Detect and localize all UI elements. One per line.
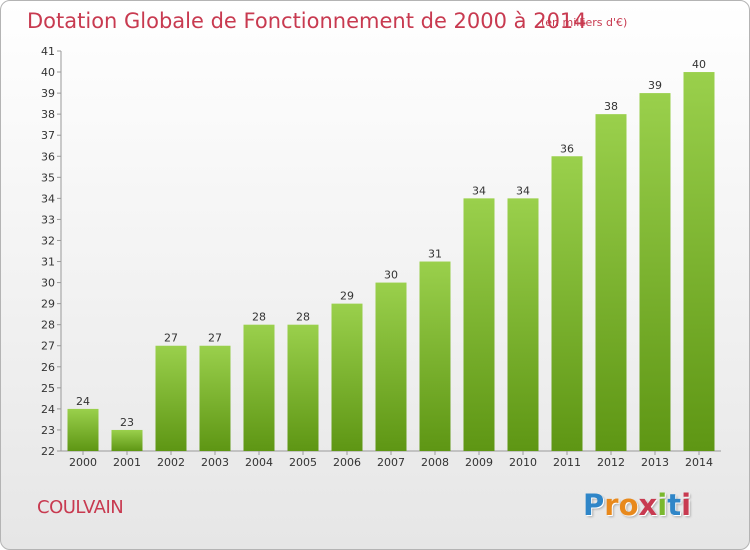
bar	[375, 282, 407, 451]
logo-letter: i	[657, 488, 668, 522]
x-tick-label: 2001	[113, 456, 141, 469]
x-axis: 2000 2001 2002 2003 2004 2005 2006 2007 2008 2009…	[61, 450, 721, 469]
data-label: 31	[428, 248, 442, 261]
data-label: 39	[648, 79, 662, 92]
data-label: 28	[296, 311, 310, 324]
x-tick-label: 2009	[465, 456, 493, 469]
x-tick-label: 2000	[69, 456, 97, 469]
y-tick-label: 40	[41, 66, 55, 79]
bar	[419, 261, 451, 451]
y-tick-label: 39	[41, 87, 55, 100]
bar	[67, 408, 99, 451]
x-tick-label: 2005	[289, 456, 317, 469]
bar	[111, 429, 143, 451]
data-label: 24	[76, 395, 90, 408]
x-tick-label: 2003	[201, 456, 229, 469]
logo-letter: x	[638, 488, 658, 522]
data-label: 38	[604, 100, 618, 113]
bar	[199, 345, 231, 451]
y-tick-label: 34	[41, 192, 55, 205]
data-label: 29	[340, 290, 354, 303]
logo-letter: r	[604, 488, 619, 522]
data-label: 34	[516, 184, 530, 197]
x-tick-label: 2014	[685, 456, 713, 469]
x-tick-label: 2013	[641, 456, 669, 469]
proxiti-logo[interactable]: Proxiti	[583, 488, 691, 522]
y-tick-label: 37	[41, 129, 55, 142]
x-tick-label: 2012	[597, 456, 625, 469]
logo-letter: t	[667, 488, 682, 522]
x-tick-label: 2004	[245, 456, 273, 469]
x-tick-label: 2006	[333, 456, 361, 469]
bar	[551, 156, 583, 451]
y-tick-label: 33	[41, 213, 55, 226]
bar	[463, 198, 495, 451]
y-tick-label: 24	[41, 403, 55, 416]
logo-letter: i	[681, 488, 692, 522]
data-label: 23	[120, 416, 134, 429]
x-tick-label: 2002	[157, 456, 185, 469]
chart-subtitle: (en milliers d'€)	[541, 16, 628, 29]
data-label: 40	[692, 58, 706, 71]
commune-name: COULVAIN	[37, 497, 124, 518]
bars	[67, 72, 715, 452]
y-tick-label: 36	[41, 150, 55, 163]
y-tick-label: 30	[41, 277, 55, 290]
bar	[287, 324, 319, 451]
y-tick-label: 32	[41, 234, 55, 247]
y-tick-label: 23	[41, 424, 55, 437]
y-tick-label: 26	[41, 361, 55, 374]
x-tick-label: 2007	[377, 456, 405, 469]
y-tick-label: 31	[41, 256, 55, 269]
data-label: 28	[252, 311, 266, 324]
chart-title: Dotation Globale de Fonctionnement de 20…	[27, 9, 587, 33]
bar	[683, 72, 715, 451]
y-tick-label: 28	[41, 319, 55, 332]
bar	[595, 114, 627, 451]
y-tick-label: 27	[41, 340, 55, 353]
data-label: 27	[208, 332, 222, 345]
logo-letter: o	[618, 488, 639, 522]
x-tick-label: 2008	[421, 456, 449, 469]
x-tick-label: 2010	[509, 456, 537, 469]
y-axis: 22 23 24 25 26 27 28 29 30 31 32 33 34 35 36 37 38 39 40 41	[41, 45, 62, 458]
bar	[155, 345, 187, 451]
y-tick-label: 41	[41, 45, 55, 58]
bar	[331, 303, 363, 451]
y-tick-label: 29	[41, 298, 55, 311]
logo-letter: P	[583, 488, 605, 522]
y-tick-label: 35	[41, 171, 55, 184]
data-label: 27	[164, 332, 178, 345]
data-label: 30	[384, 269, 398, 282]
y-tick-label: 22	[41, 445, 55, 458]
bar	[639, 93, 671, 452]
y-tick-label: 25	[41, 382, 55, 395]
bar	[243, 324, 275, 451]
bar	[507, 198, 539, 451]
data-label: 36	[560, 142, 574, 155]
data-label: 34	[472, 184, 486, 197]
y-tick-label: 38	[41, 108, 55, 121]
data-labels: 24 23 27 27 28 28 29 30 31 34 34 36 38 39 40	[76, 58, 706, 429]
x-tick-label: 2011	[553, 456, 581, 469]
